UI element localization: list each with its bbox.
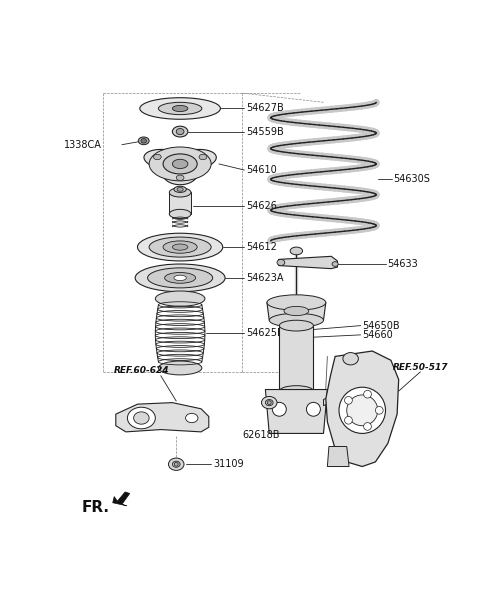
Polygon shape: [278, 256, 337, 269]
Ellipse shape: [127, 407, 156, 429]
Polygon shape: [169, 193, 191, 214]
Ellipse shape: [133, 412, 149, 424]
Ellipse shape: [277, 259, 285, 266]
Ellipse shape: [135, 264, 225, 291]
Text: 54626: 54626: [246, 201, 277, 211]
Ellipse shape: [140, 98, 220, 119]
Text: 54650B: 54650B: [362, 321, 400, 331]
Ellipse shape: [265, 399, 273, 406]
Text: 54625B: 54625B: [246, 328, 284, 339]
Text: REF.50-517: REF.50-517: [393, 364, 449, 372]
Ellipse shape: [306, 402, 321, 416]
Text: 54559B: 54559B: [246, 126, 284, 136]
Ellipse shape: [345, 396, 352, 404]
Text: 54645: 54645: [362, 384, 393, 394]
Ellipse shape: [158, 103, 202, 114]
Polygon shape: [267, 303, 326, 320]
Text: 31109: 31109: [214, 460, 244, 469]
Ellipse shape: [343, 353, 359, 365]
Text: 1338CA: 1338CA: [64, 139, 102, 150]
Ellipse shape: [272, 402, 286, 416]
Ellipse shape: [147, 268, 213, 288]
Text: 62618B: 62618B: [243, 430, 280, 440]
Text: 54610: 54610: [246, 165, 277, 175]
Polygon shape: [113, 492, 130, 506]
Text: FR.: FR.: [82, 500, 110, 515]
Ellipse shape: [186, 414, 198, 423]
Polygon shape: [116, 403, 209, 432]
Ellipse shape: [339, 387, 385, 433]
Ellipse shape: [163, 241, 197, 253]
Ellipse shape: [176, 175, 184, 181]
Text: 54630S: 54630S: [393, 174, 430, 184]
Ellipse shape: [163, 154, 197, 174]
Text: 54627B: 54627B: [246, 104, 284, 113]
Ellipse shape: [199, 154, 207, 160]
Ellipse shape: [290, 247, 302, 254]
Ellipse shape: [284, 306, 309, 316]
Ellipse shape: [149, 237, 211, 257]
Ellipse shape: [165, 272, 196, 283]
Polygon shape: [326, 351, 399, 467]
Ellipse shape: [279, 320, 313, 331]
Ellipse shape: [172, 159, 188, 169]
Polygon shape: [279, 325, 313, 391]
Ellipse shape: [174, 275, 186, 281]
Ellipse shape: [176, 129, 184, 135]
Ellipse shape: [172, 105, 188, 111]
Polygon shape: [327, 446, 349, 467]
Ellipse shape: [347, 395, 378, 426]
Ellipse shape: [141, 138, 146, 143]
Ellipse shape: [332, 262, 338, 266]
Ellipse shape: [168, 458, 184, 470]
Ellipse shape: [172, 244, 188, 250]
Text: 54633: 54633: [387, 259, 418, 269]
Polygon shape: [144, 150, 216, 185]
Polygon shape: [324, 386, 353, 406]
Ellipse shape: [269, 313, 324, 327]
Ellipse shape: [158, 361, 202, 375]
Ellipse shape: [169, 209, 191, 219]
Ellipse shape: [279, 386, 313, 396]
Text: 54612: 54612: [246, 242, 277, 252]
Ellipse shape: [174, 462, 178, 466]
Ellipse shape: [349, 383, 360, 394]
Text: REF.60-624: REF.60-624: [114, 366, 170, 375]
Ellipse shape: [149, 147, 211, 181]
Ellipse shape: [154, 154, 161, 160]
Ellipse shape: [177, 187, 183, 191]
Ellipse shape: [169, 188, 191, 197]
Polygon shape: [265, 390, 327, 433]
Ellipse shape: [172, 461, 180, 467]
Ellipse shape: [172, 126, 188, 137]
Ellipse shape: [156, 291, 205, 306]
Ellipse shape: [375, 406, 383, 414]
Ellipse shape: [137, 233, 223, 261]
Ellipse shape: [174, 186, 186, 193]
Ellipse shape: [262, 396, 277, 409]
Ellipse shape: [267, 295, 326, 311]
Ellipse shape: [364, 423, 372, 430]
Ellipse shape: [345, 417, 352, 424]
Text: 54623A: 54623A: [246, 273, 284, 283]
Ellipse shape: [138, 137, 149, 145]
Ellipse shape: [267, 401, 271, 405]
Ellipse shape: [364, 390, 372, 398]
Text: 54660: 54660: [362, 330, 393, 340]
